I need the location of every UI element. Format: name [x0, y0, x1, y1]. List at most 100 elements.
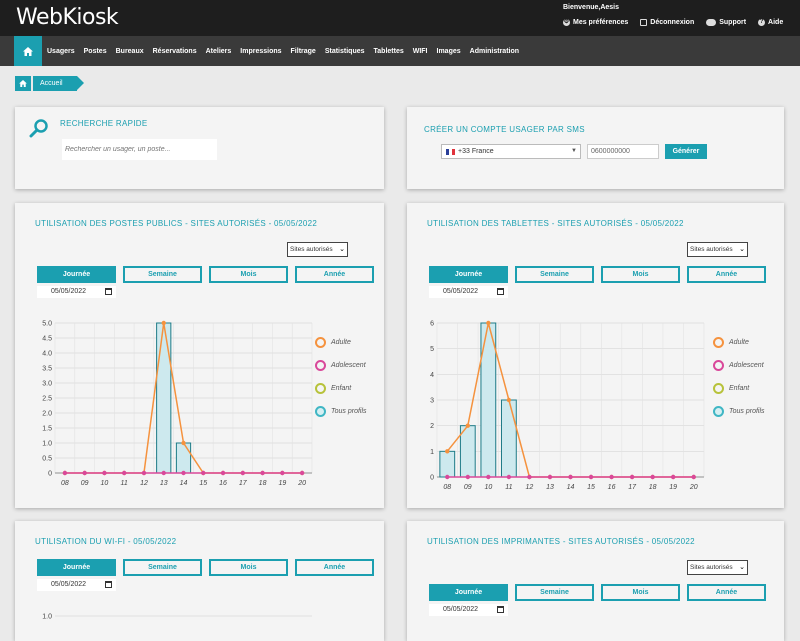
imprimantes-sites-select[interactable]: Sites autorisés ⌄	[687, 560, 748, 575]
imprimantes-date-input[interactable]: 05/05/2022	[429, 604, 508, 616]
wifi-period-day[interactable]: Journée	[37, 559, 116, 576]
breadcrumb-home[interactable]	[15, 76, 31, 91]
legend-item-tous-profils[interactable]: Tous profils	[315, 405, 367, 418]
postes-period-month[interactable]: Mois	[209, 266, 288, 283]
nav-items: Usagers Postes Bureaux Réservations Atel…	[47, 36, 519, 66]
logout-link[interactable]: Déconnexion	[640, 19, 694, 26]
nav-item-images[interactable]: Images	[436, 47, 461, 55]
legend-dot	[315, 337, 326, 348]
bar	[156, 322, 172, 474]
data-point	[121, 470, 127, 476]
wifi-stats-title: UTILISATION DU WI-FI - 05/05/2022	[35, 537, 177, 546]
legend-label: Adulte	[331, 339, 351, 346]
wifi-period-tabs: Journée Semaine Mois Année	[37, 559, 374, 576]
x-tick-label: 08	[61, 480, 69, 487]
help-label: Aide	[768, 19, 784, 26]
legend-item-adulte[interactable]: Adulte	[713, 336, 765, 349]
legend-item-enfant[interactable]: Enfant	[713, 382, 765, 395]
legend-item-adulte[interactable]: Adulte	[315, 336, 367, 349]
phone-input[interactable]: 0600000000	[587, 144, 659, 159]
preferences-link[interactable]: ⚙ Mes préférences	[563, 19, 628, 26]
x-tick-label: 10	[484, 484, 492, 491]
data-point	[691, 474, 696, 480]
help-link[interactable]: ? Aide	[758, 19, 783, 26]
data-point	[527, 474, 532, 480]
quick-search-input[interactable]	[62, 139, 217, 160]
sms-account-title: CRÉER UN COMPTE USAGER PAR SMS	[424, 125, 585, 134]
support-icon	[706, 19, 717, 26]
home-icon	[19, 80, 27, 87]
france-flag-icon	[446, 148, 455, 155]
legend-dot	[315, 360, 326, 371]
nav-item-usagers[interactable]: Usagers	[47, 47, 75, 55]
tablettes-date-input[interactable]: 05/05/2022	[429, 286, 508, 298]
tablettes-sites-select[interactable]: Sites autorisés ⌄	[687, 242, 748, 257]
nav-item-bureaux[interactable]: Bureaux	[115, 47, 144, 55]
nav-item-reservations[interactable]: Réservations	[152, 47, 197, 55]
y-tick-label: 4	[430, 372, 434, 379]
nav-item-administration[interactable]: Administration	[469, 47, 520, 55]
imprimantes-period-day[interactable]: Journée	[429, 584, 508, 601]
tablettes-stats-title: UTILISATION DES TABLETTES - SITES AUTORI…	[427, 219, 684, 228]
postes-period-day[interactable]: Journée	[37, 266, 116, 283]
x-tick-label: 19	[278, 480, 286, 487]
postes-period-tabs: Journée Semaine Mois Année	[37, 266, 374, 283]
x-tick-label: 17	[628, 484, 637, 491]
wifi-period-week[interactable]: Semaine	[123, 559, 202, 576]
nav-item-tablettes[interactable]: Tablettes	[373, 47, 404, 55]
x-tick-label: 14	[567, 484, 575, 491]
nav-item-impressions[interactable]: Impressions	[240, 47, 282, 55]
country-select[interactable]: +33 France ▼	[441, 144, 581, 159]
nav-item-statistiques[interactable]: Statistiques	[324, 47, 365, 55]
tablettes-period-day[interactable]: Journée	[429, 266, 508, 283]
x-tick-label: 20	[297, 480, 306, 487]
data-point	[82, 470, 87, 476]
top-bar: WebKiosk Bienvenue,Aesis ⚙ Mes préférenc…	[0, 0, 800, 36]
tablettes-period-week[interactable]: Semaine	[515, 266, 594, 283]
legend-label: Adolescent	[331, 362, 366, 369]
legend-item-tous-profils[interactable]: Tous profils	[713, 405, 765, 418]
nav-home-button[interactable]	[14, 36, 42, 66]
nav-item-ateliers[interactable]: Ateliers	[205, 47, 232, 55]
postes-stats-card: UTILISATION DES POSTES PUBLICS - SITES A…	[15, 203, 384, 508]
wifi-period-month[interactable]: Mois	[209, 559, 288, 576]
x-tick-label: 16	[608, 484, 616, 491]
postes-chart: 0 0.5 1.0 1.5 2.0 2.5 3.0 3.5 4.0 4.5 5.0 08 09 10 11 1…	[42, 320, 313, 487]
tablettes-period-month[interactable]: Mois	[601, 266, 680, 283]
postes-period-week[interactable]: Semaine	[123, 266, 202, 283]
legend-item-adolescent[interactable]: Adolescent	[315, 359, 367, 372]
breadcrumb-current[interactable]: Accueil	[33, 76, 77, 91]
imprimantes-period-tabs: Journée Semaine Mois Année	[429, 584, 766, 601]
nav-item-filtrage[interactable]: Filtrage	[290, 47, 316, 55]
legend-item-adolescent[interactable]: Adolescent	[713, 359, 765, 372]
generate-button[interactable]: Générer	[665, 144, 707, 159]
postes-sites-select[interactable]: Sites autorisés ⌄	[287, 242, 348, 257]
help-icon: ?	[758, 19, 766, 26]
x-tick-label: 09	[81, 480, 89, 487]
tablettes-period-tabs: Journée Semaine Mois Année	[429, 266, 766, 283]
imprimantes-period-month[interactable]: Mois	[601, 584, 680, 601]
wifi-date-input[interactable]: 05/05/2022	[37, 579, 116, 591]
x-tick-label: 12	[526, 484, 534, 491]
x-tick-label: 20	[689, 484, 698, 491]
support-link[interactable]: Support	[706, 19, 746, 26]
imprimantes-period-week[interactable]: Semaine	[515, 584, 594, 601]
nav-item-wifi[interactable]: WIFI	[412, 47, 428, 55]
imprimantes-period-year[interactable]: Année	[687, 584, 766, 601]
data-point	[181, 440, 186, 446]
nav-item-postes[interactable]: Postes	[83, 47, 107, 55]
postes-date-input[interactable]: 05/05/2022	[37, 286, 116, 298]
data-point	[161, 320, 166, 326]
y-tick-label: 5.0	[42, 321, 52, 328]
data-point	[506, 397, 512, 403]
postes-period-year[interactable]: Année	[295, 266, 374, 283]
bar	[175, 442, 192, 474]
app-logo[interactable]: WebKiosk	[16, 5, 119, 30]
y-tick-label: 5	[430, 346, 434, 353]
legend-item-enfant[interactable]: Enfant	[315, 382, 367, 395]
top-links: ⚙ Mes préférences Déconnexion Support ? …	[563, 19, 783, 26]
x-tick-label: 15	[587, 484, 595, 491]
tablettes-period-year[interactable]: Année	[687, 266, 766, 283]
y-tick-label: 4.5	[42, 336, 52, 343]
wifi-period-year[interactable]: Année	[295, 559, 374, 576]
